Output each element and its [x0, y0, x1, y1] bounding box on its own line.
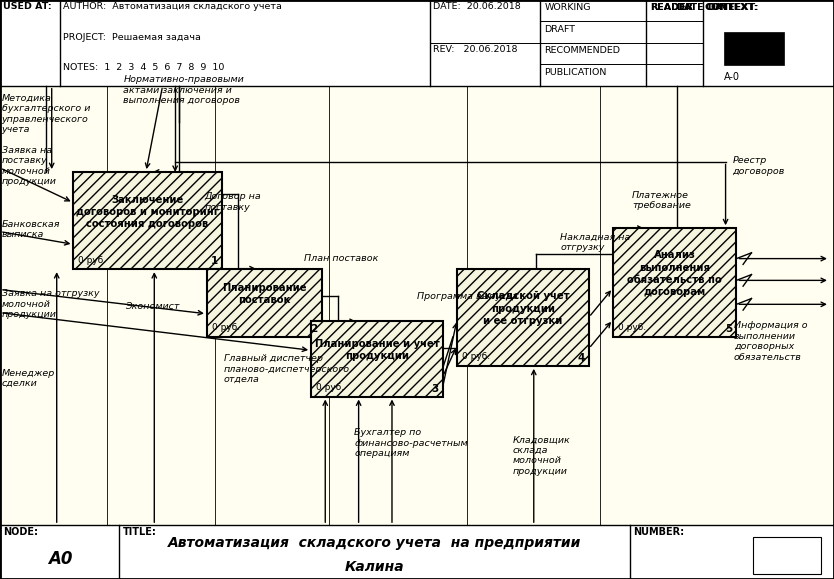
Text: Реестр
договоров: Реестр договоров	[732, 156, 785, 176]
Text: Заявка на
поставку
молочной
продукции: Заявка на поставку молочной продукции	[2, 146, 57, 186]
Text: Складской учет
продукции
и ее отгрузки: Складской учет продукции и ее отгрузки	[476, 291, 570, 326]
Text: Договор на
поставку: Договор на поставку	[204, 192, 261, 212]
Text: Банковская
выписка: Банковская выписка	[2, 220, 60, 240]
Text: Программа выпуска: Программа выпуска	[417, 292, 518, 302]
Text: 0 руб.: 0 руб.	[316, 383, 344, 392]
Bar	[311, 321, 443, 397]
Text: USED AT:: USED AT:	[3, 2, 51, 12]
Text: READER: READER	[651, 3, 693, 13]
Text: PUBLICATION: PUBLICATION	[545, 68, 607, 77]
Text: 0 руб.: 0 руб.	[212, 323, 240, 332]
Text: Методика
бухгалтерского и
управленческого
учета: Методика бухгалтерского и управленческог…	[2, 94, 90, 134]
Text: A0: A0	[48, 549, 73, 567]
Text: Калина: Калина	[344, 560, 404, 574]
Text: Заявка на отгрузку
молочной
продукции: Заявка на отгрузку молочной продукции	[2, 290, 99, 319]
Text: Анализ
выполнения
обязательств по
договорам: Анализ выполнения обязательств по догово…	[627, 250, 722, 298]
Text: DATE:  20.06.2018: DATE: 20.06.2018	[433, 2, 520, 12]
Text: DATE: DATE	[707, 3, 735, 13]
Text: Заключение
договоров и мониторинг
состояния договоров: Заключение договоров и мониторинг состоя…	[76, 195, 219, 229]
Text: 0 руб.: 0 руб.	[462, 352, 490, 361]
Bar	[457, 269, 589, 366]
Text: CONTEXT:: CONTEXT:	[706, 3, 759, 13]
Text: 0 руб.: 0 руб.	[618, 323, 646, 332]
Text: План поставок: План поставок	[304, 254, 379, 263]
Text: CONTEXT:: CONTEXT:	[705, 3, 758, 13]
Text: Экономист: Экономист	[125, 302, 179, 312]
Text: Бухгалтер по
финансово-расчетным
операциям: Бухгалтер по финансово-расчетным операци…	[354, 428, 468, 458]
Text: A-0: A-0	[724, 72, 740, 82]
Text: 2: 2	[310, 324, 318, 334]
Bar	[73, 172, 222, 269]
Text: REV:   20.06.2018: REV: 20.06.2018	[433, 45, 517, 54]
Text: Кладовщик
склада
молочной
продукции: Кладовщик склада молочной продукции	[513, 435, 570, 475]
Text: NOTES:  1  2  3  4  5  6  7  8  9  10: NOTES: 1 2 3 4 5 6 7 8 9 10	[63, 63, 224, 72]
Text: AUTHOR:  Автоматизация складского учета: AUTHOR: Автоматизация складского учета	[63, 2, 282, 12]
Text: RECOMMENDED: RECOMMENDED	[545, 46, 620, 56]
Text: Планирование
поставок: Планирование поставок	[222, 283, 307, 305]
Bar	[724, 32, 784, 65]
Text: Планирование и учет
продукции: Планирование и учет продукции	[314, 339, 440, 361]
Text: 3: 3	[431, 384, 439, 394]
Text: TITLE:: TITLE:	[123, 527, 157, 537]
Text: 0 руб.: 0 руб.	[78, 255, 107, 265]
Text: Главный диспетчер
планово-диспетчерского
отдела: Главный диспетчер планово-диспетчерского…	[224, 354, 349, 384]
Text: Накладная на
отгрузку: Накладная на отгрузку	[560, 233, 631, 252]
Bar	[0, 525, 834, 579]
Text: Нормативно-правовыми
актами заключения и
выполнения договоров: Нормативно-правовыми актами заключения и…	[123, 75, 244, 105]
Bar	[753, 537, 821, 574]
Text: DATE: DATE	[676, 3, 704, 13]
Text: Информация о
выполнении
договорных
обязательств: Информация о выполнении договорных обяза…	[734, 321, 807, 361]
Text: 4: 4	[577, 353, 585, 363]
Bar	[0, 0, 834, 86]
Text: DRAFT: DRAFT	[545, 25, 575, 34]
Text: NODE:: NODE:	[3, 527, 38, 537]
Text: Менеджер
сделки: Менеджер сделки	[2, 369, 55, 389]
Text: WORKING: WORKING	[545, 3, 591, 13]
Text: Платежное
требование: Платежное требование	[632, 191, 691, 211]
Text: 1: 1	[210, 256, 218, 266]
Text: 5: 5	[725, 324, 732, 334]
Bar	[613, 228, 736, 337]
Text: READER: READER	[650, 3, 692, 13]
Text: Автоматизация  складского учета  на предприятии: Автоматизация складского учета на предпр…	[168, 536, 581, 550]
Bar	[207, 269, 322, 337]
Text: PROJECT:  Решаемая задача: PROJECT: Решаемая задача	[63, 32, 201, 42]
Text: NUMBER:: NUMBER:	[633, 527, 684, 537]
